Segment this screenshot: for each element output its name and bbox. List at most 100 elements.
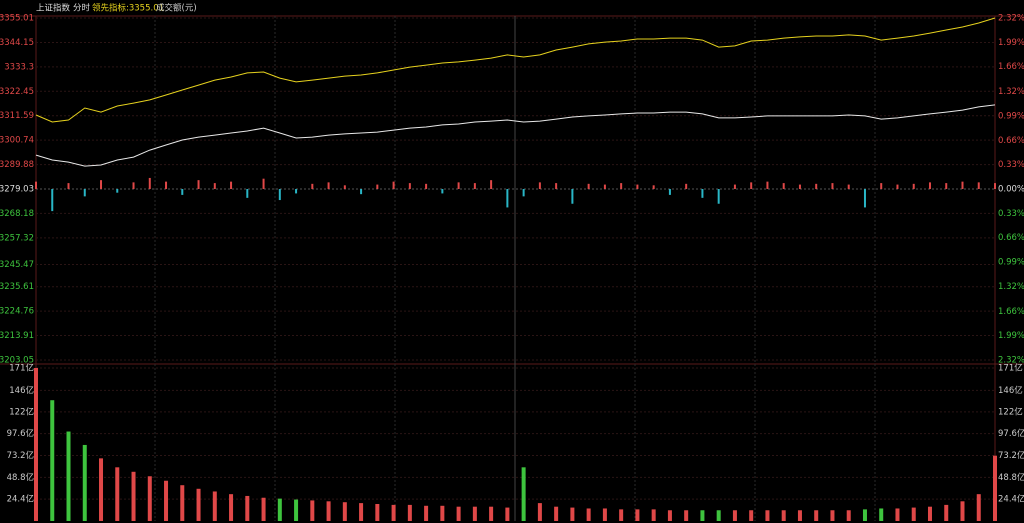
diff-bar — [652, 185, 655, 189]
diff-bar — [311, 183, 314, 189]
y2-tick-label: 0.00% — [998, 185, 1024, 195]
y2-tick-label: 1.66% — [998, 62, 1024, 72]
volume-bar — [456, 506, 461, 521]
diff-bar — [327, 182, 330, 189]
volume-bar — [505, 507, 510, 521]
volume-bar — [115, 467, 120, 521]
volume-bar — [212, 491, 217, 521]
volume-bar — [830, 510, 835, 521]
volume-bar — [602, 508, 607, 521]
volume-bar — [944, 504, 949, 521]
y-tick-label: 3235.61 — [0, 282, 34, 292]
diff-bar — [213, 183, 216, 189]
volume-bar — [131, 471, 136, 521]
volume-bar — [99, 458, 104, 521]
diff-bar — [668, 189, 671, 195]
volume-bar — [570, 507, 575, 521]
time-grid — [154, 16, 876, 521]
vol-tick-label: 146亿 — [998, 385, 1023, 396]
volume-bar — [82, 444, 87, 521]
volume-bar — [34, 368, 38, 521]
y-tick-label: 3257.32 — [0, 233, 34, 243]
diff-bar — [538, 182, 541, 189]
y-tick-label: 3311.59 — [0, 111, 34, 121]
diff-bar — [197, 180, 200, 189]
y-tick-label: 3300.74 — [0, 136, 34, 146]
volume-bar — [765, 510, 770, 521]
vol-tick-label: 171亿 — [9, 363, 34, 374]
y-tick-label: 3333.3 — [4, 62, 34, 72]
y-tick-label: 3289.88 — [0, 160, 34, 170]
volume-bar — [521, 467, 526, 521]
y2-tick-label: 0.33% — [998, 209, 1024, 219]
mode[interactable]: 分时 — [73, 3, 91, 14]
vol-tick-label: 97.6亿 — [998, 428, 1024, 439]
y-tick-label: 3268.18 — [0, 209, 34, 219]
volume-bar — [716, 510, 721, 521]
y-tick-label: 3344.15 — [0, 38, 34, 48]
diff-bar — [408, 183, 411, 189]
diff-bar — [620, 183, 623, 189]
volume-bar — [66, 431, 71, 521]
y2-tick-label: 1.99% — [998, 331, 1024, 341]
diff-bar — [945, 183, 948, 189]
diff-bar — [571, 189, 574, 204]
diff-bar — [928, 182, 931, 189]
diff-bar — [473, 183, 476, 189]
volume-bar — [424, 505, 429, 521]
diff-bar — [441, 189, 444, 194]
vol-tick-label: 48.8亿 — [998, 472, 1024, 483]
diff-bar — [701, 189, 704, 198]
diff-bar — [67, 183, 70, 189]
diff-bar — [457, 182, 460, 189]
y2-tick-label: 1.32% — [998, 282, 1024, 292]
volume-bar — [164, 480, 169, 521]
y2-tick-label: 0.33% — [998, 160, 1024, 170]
y2-tick-label: 1.66% — [998, 307, 1024, 317]
diff-bar — [831, 183, 834, 189]
vol-tick-label: 73.2亿 — [998, 450, 1024, 461]
volume-bar — [375, 504, 380, 521]
volume-bar — [472, 506, 477, 521]
diff-bar — [490, 180, 493, 189]
vol-tick-label: 24.4亿 — [7, 494, 34, 505]
y-tick-label: 3355.01 — [0, 14, 34, 24]
diff-bar — [896, 184, 899, 189]
diff-bar — [961, 181, 964, 189]
diff-bar — [295, 189, 298, 194]
diff-bar — [766, 181, 769, 189]
volume-bar — [310, 500, 315, 521]
diff-bar — [636, 184, 639, 189]
diff-bar — [815, 183, 818, 189]
y2-tick-label: 2.32% — [998, 356, 1024, 366]
y-tick-label: 3224.76 — [0, 307, 34, 317]
vol-tick-label: 122亿 — [9, 406, 34, 417]
diff-bar — [733, 184, 736, 189]
diff-bar — [977, 182, 980, 189]
volume-bar — [407, 504, 412, 521]
volume-bar — [862, 509, 867, 521]
volume-bar — [180, 485, 185, 521]
volume-bar — [879, 508, 884, 521]
diff-bar — [376, 184, 379, 189]
diff-bar — [798, 184, 801, 189]
volume-bar — [911, 507, 916, 521]
diff-bar — [51, 189, 54, 212]
vol-tick-label: 73.2亿 — [7, 450, 34, 461]
diff-bar — [100, 180, 103, 189]
y2-tick-label: 1.99% — [998, 38, 1024, 48]
diff-bar — [343, 185, 346, 189]
vol-tick-label: 171亿 — [998, 363, 1023, 374]
volume-bar — [667, 510, 672, 521]
y2-tick-label: 0.66% — [998, 233, 1024, 243]
y2-tick-label: 0.99% — [998, 112, 1024, 122]
index-name[interactable]: 上证指数 — [36, 3, 71, 14]
volume-bar — [927, 506, 932, 521]
volume-bar — [554, 506, 559, 521]
y2-tick-label: 0.99% — [998, 257, 1024, 267]
y-tick-label: 3322.45 — [0, 87, 34, 97]
diff-bar — [522, 189, 525, 197]
volume-bar — [359, 503, 364, 521]
diff-bar — [880, 183, 883, 189]
